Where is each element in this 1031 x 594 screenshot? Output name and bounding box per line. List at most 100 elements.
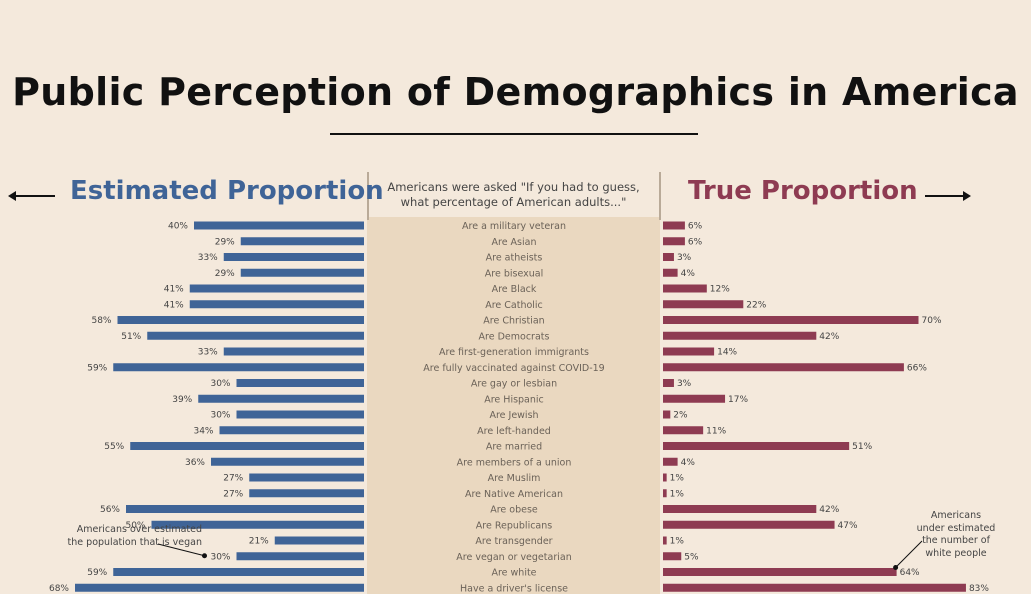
estimated-value-label: 59% bbox=[87, 568, 107, 578]
true-value-label: 17% bbox=[728, 395, 748, 405]
category-panel bbox=[367, 217, 660, 594]
true-bar bbox=[663, 316, 919, 324]
estimated-value-label: 30% bbox=[210, 552, 230, 562]
true-value-label: 12% bbox=[710, 285, 730, 295]
estimated-value-label: 59% bbox=[87, 363, 107, 373]
annotation-white: Americans under estimated the number of … bbox=[916, 510, 996, 559]
estimated-bar bbox=[147, 331, 364, 340]
true-value-label: 66% bbox=[907, 363, 927, 373]
estimated-bar bbox=[236, 410, 364, 419]
category-label: Are married bbox=[486, 442, 542, 453]
true-value-label: 1% bbox=[670, 489, 685, 499]
category-label: Are transgender bbox=[475, 536, 552, 547]
true-bar bbox=[663, 426, 704, 435]
annotation-white-dot bbox=[893, 565, 899, 570]
true-bar bbox=[663, 347, 715, 356]
estimated-value-label: 27% bbox=[223, 474, 243, 484]
true-bar bbox=[663, 583, 966, 592]
right-arrow-icon bbox=[925, 195, 968, 197]
category-label: Are Hispanic bbox=[484, 394, 544, 405]
true-bar bbox=[663, 221, 685, 230]
category-label: Are vegan or vegetarian bbox=[456, 552, 571, 563]
true-value-label: 3% bbox=[677, 379, 692, 389]
estimated-value-label: 50% bbox=[125, 521, 145, 531]
divider-left bbox=[367, 172, 369, 220]
category-label: Are atheists bbox=[486, 253, 543, 264]
category-label: Are Native American bbox=[465, 489, 563, 500]
estimated-bar bbox=[189, 284, 364, 293]
annotation-white-pointer bbox=[895, 540, 923, 568]
true-value-label: 1% bbox=[670, 474, 685, 484]
estimated-value-label: 36% bbox=[185, 458, 205, 468]
page-title: Public Perception of Demographics in Ame… bbox=[12, 70, 1019, 114]
estimated-bar bbox=[223, 253, 364, 261]
estimated-bar bbox=[240, 237, 364, 246]
estimated-bar bbox=[117, 316, 364, 324]
true-value-label: 51% bbox=[852, 442, 872, 452]
true-value-label: 6% bbox=[688, 222, 703, 232]
true-bar bbox=[663, 552, 682, 561]
estimated-value-label: 30% bbox=[210, 411, 230, 421]
true-value-label: 83% bbox=[969, 584, 989, 594]
left-arrow-icon bbox=[12, 195, 55, 197]
true-bar bbox=[663, 284, 707, 293]
true-bar bbox=[663, 268, 678, 277]
estimated-value-label: 33% bbox=[198, 253, 218, 263]
true-bar bbox=[663, 442, 850, 450]
estimated-bar bbox=[249, 473, 364, 482]
right-arrowhead-icon bbox=[963, 191, 971, 201]
estimated-bar bbox=[274, 536, 364, 545]
category-label: Are Jewish bbox=[489, 410, 538, 421]
true-value-label: 42% bbox=[819, 505, 839, 515]
true-value-label: 3% bbox=[677, 253, 692, 263]
estimated-bar bbox=[194, 221, 364, 230]
estimated-value-label: 68% bbox=[49, 584, 69, 594]
estimated-bar bbox=[189, 300, 364, 309]
estimated-bar bbox=[223, 347, 364, 356]
true-bar bbox=[663, 379, 674, 387]
category-label: Have a driver's license bbox=[460, 583, 568, 594]
estimated-bar bbox=[113, 363, 364, 372]
estimated-value-label: 41% bbox=[164, 300, 184, 310]
category-label: Are Catholic bbox=[485, 300, 543, 311]
estimated-value-label: 27% bbox=[223, 489, 243, 499]
estimated-value-label: 29% bbox=[215, 269, 235, 279]
estimated-value-label: 58% bbox=[91, 316, 111, 326]
true-bar bbox=[663, 300, 744, 309]
estimated-value-label: 34% bbox=[193, 426, 213, 436]
estimated-bar bbox=[151, 520, 364, 529]
true-value-label: 70% bbox=[922, 316, 942, 326]
estimated-value-label: 56% bbox=[100, 505, 120, 515]
true-value-label: 47% bbox=[838, 521, 858, 531]
true-bar bbox=[663, 394, 726, 403]
annotation-vegan: Americans over estimated the population … bbox=[67, 524, 202, 548]
estimated-bar bbox=[198, 394, 364, 403]
category-label: Are members of a union bbox=[457, 457, 572, 468]
true-value-label: 64% bbox=[900, 568, 920, 578]
true-value-label: 6% bbox=[688, 237, 703, 247]
true-value-label: 14% bbox=[717, 348, 737, 358]
category-label: Are Muslim bbox=[488, 473, 541, 484]
estimated-value-label: 21% bbox=[249, 537, 269, 547]
category-label: Are Democrats bbox=[479, 331, 550, 342]
estimated-bar bbox=[240, 268, 364, 277]
true-bar bbox=[663, 505, 817, 513]
true-bar bbox=[663, 568, 897, 576]
estimated-value-label: 41% bbox=[164, 285, 184, 295]
estimated-value-label: 40% bbox=[168, 222, 188, 232]
estimated-heading: Estimated Proportion bbox=[70, 176, 384, 206]
true-bar bbox=[663, 253, 674, 261]
true-bar bbox=[663, 520, 835, 529]
true-bar bbox=[663, 331, 817, 340]
true-value-label: 1% bbox=[670, 537, 685, 547]
true-bar bbox=[663, 536, 667, 545]
estimated-value-label: 29% bbox=[215, 237, 235, 247]
true-value-label: 2% bbox=[673, 411, 688, 421]
estimated-value-label: 39% bbox=[172, 395, 192, 405]
estimated-bar bbox=[126, 505, 364, 513]
survey-question: Americans were asked "If you had to gues… bbox=[387, 180, 640, 209]
category-label: Are fully vaccinated against COVID-19 bbox=[423, 363, 604, 374]
estimated-bar bbox=[249, 489, 364, 498]
estimated-value-label: 55% bbox=[104, 442, 124, 452]
